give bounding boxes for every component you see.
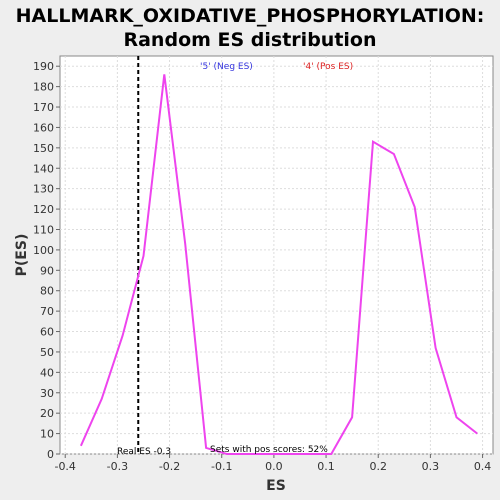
chart-title-line1: HALLMARK_OXIDATIVE_PHOSPHORYLATION: (16, 5, 485, 27)
y-tick-label: 10 (40, 428, 54, 441)
chart-title-line2: Random ES distribution (123, 29, 376, 51)
x-tick-label: 0.1 (317, 460, 335, 473)
y-tick-label: 0 (47, 448, 54, 461)
y-tick-label: 30 (40, 387, 54, 400)
x-tick-label: -0.4 (54, 460, 75, 473)
y-tick-label: 130 (33, 183, 54, 196)
y-tick-label: 90 (40, 264, 54, 277)
y-tick-label: 60 (40, 326, 54, 339)
pos-es-label: '4' (Pos ES) (303, 62, 353, 72)
y-tick-label: 180 (33, 81, 54, 94)
y-tick-label: 100 (33, 244, 54, 257)
x-tick-label: 0.0 (265, 460, 283, 473)
x-tick-label: -0.2 (159, 460, 180, 473)
y-tick-label: 160 (33, 121, 54, 134)
x-axis-ticks: -0.4 -0.3 -0.2 -0.1 0.0 0.1 0.2 0.3 0.4 (54, 454, 491, 473)
y-tick-label: 170 (33, 101, 54, 114)
y-tick-label: 20 (40, 407, 54, 420)
y-tick-label: 190 (33, 60, 54, 73)
x-tick-label: -0.1 (211, 460, 232, 473)
y-tick-label: 50 (40, 346, 54, 359)
y-tick-label: 140 (33, 162, 54, 175)
y-tick-label: 150 (33, 142, 54, 155)
y-tick-label: 70 (40, 305, 54, 318)
y-axis-ticks: 0 10 20 30 40 50 60 70 80 90 100 110 120 130 140 150 160… (33, 60, 60, 461)
grid (60, 56, 493, 455)
y-tick-label: 110 (33, 223, 54, 236)
x-tick-label: 0.3 (422, 460, 440, 473)
es-distribution-line (79, 74, 478, 455)
x-tick-label: -0.3 (107, 460, 128, 473)
plot-area (59, 55, 494, 455)
pos-scores-label: Sets with pos scores: 52% (210, 445, 328, 455)
x-tick-label: 0.2 (369, 460, 387, 473)
y-tick-label: 40 (40, 366, 54, 379)
x-axis-label: ES (266, 478, 286, 494)
y-tick-label: 80 (40, 285, 54, 298)
y-tick-label: 120 (33, 203, 54, 216)
x-tick-label: 0.4 (474, 460, 492, 473)
real-es-label: Real ES -0.3 (117, 447, 171, 457)
neg-es-label: '5' (Neg ES) (200, 62, 253, 72)
y-axis-label: P(ES) (14, 234, 30, 277)
